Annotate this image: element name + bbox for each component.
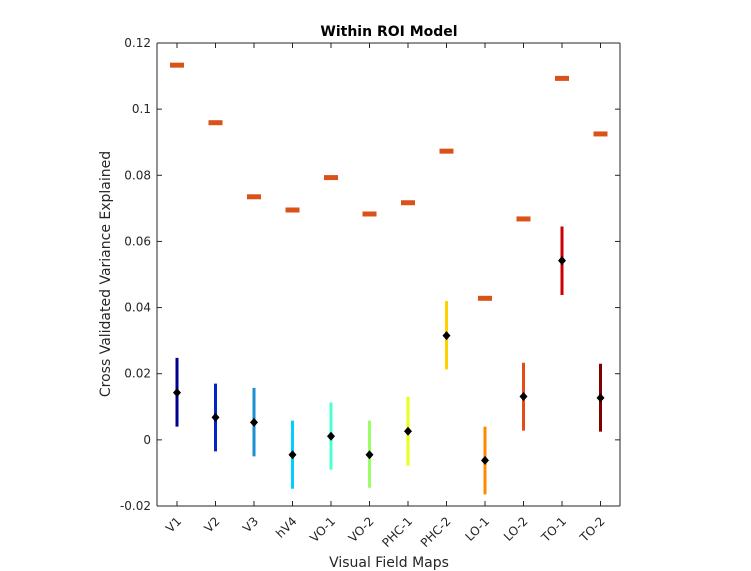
x-tick-label: LO-2 (501, 514, 531, 544)
x-tick-label: PHC-2 (418, 514, 454, 550)
y-tick-label: 0.1 (132, 102, 151, 116)
y-tick-label: -0.02 (120, 499, 151, 513)
mean-point (211, 412, 220, 422)
mean-point (288, 450, 297, 460)
x-tick-label: TO-2 (576, 514, 607, 545)
mean-point (365, 450, 374, 460)
x-tick-label: LO-1 (462, 514, 492, 544)
y-tick-label: 0.02 (124, 367, 151, 381)
y-tick-label: 0.08 (124, 168, 151, 182)
mean-point (442, 331, 451, 341)
mean-point (596, 393, 605, 403)
chart-title: Within ROI Model (320, 24, 457, 40)
mean-point (250, 417, 258, 427)
y-axis-label: Cross Validated Variance Explained (98, 151, 114, 397)
x-tick-label: VO-1 (307, 514, 338, 545)
mean-point (173, 388, 181, 398)
y-tick-label: 0.04 (124, 301, 151, 315)
x-tick-label: PHC-1 (379, 514, 415, 550)
mean-point (519, 392, 528, 402)
mean-point (327, 431, 335, 441)
x-tick-label: hV4 (273, 514, 299, 540)
x-tick-label: VO-2 (346, 514, 377, 545)
x-tick-label: V2 (202, 514, 223, 535)
y-tick-label: 0.06 (124, 234, 151, 248)
x-tick-label: TO-1 (538, 514, 569, 545)
data-marks (170, 62, 608, 495)
x-tick-label: V3 (240, 514, 261, 535)
y-tick-label: 0.12 (124, 36, 151, 50)
x-tick-label: V1 (163, 514, 184, 535)
plot-area (157, 43, 620, 506)
mean-point (481, 455, 489, 465)
mean-point (404, 426, 412, 436)
y-tick-label: 0 (143, 433, 151, 447)
x-axis-label: Visual Field Maps (329, 555, 449, 571)
mean-point (558, 256, 566, 266)
